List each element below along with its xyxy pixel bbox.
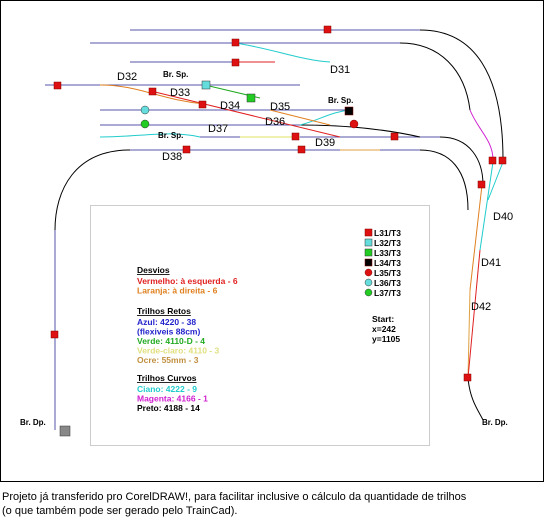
start-text: x=242: [372, 324, 396, 334]
branch-label: Br. Dp.: [482, 418, 508, 427]
section-title: Trilhos Curvos: [137, 373, 197, 383]
section-item: Verde-claro: 4110 - 3: [137, 346, 219, 356]
turnout-label: D33: [170, 87, 190, 99]
legend-marker-label: L34/T3: [374, 258, 401, 268]
caption: Projeto já transferido pro CorelDRAW!, p…: [2, 491, 467, 503]
section-item: Preto: 4188 - 14: [137, 403, 200, 413]
section-item: (flexiveis 88cm): [137, 327, 200, 337]
branch-label: Br. Sp.: [163, 70, 188, 79]
section-title: Trilhos Retos: [137, 306, 191, 316]
turnout-label: D36: [265, 116, 285, 128]
section-item: Verde: 4110-D - 4: [137, 336, 205, 346]
branch-label: Br. Sp.: [158, 131, 183, 140]
branch-label: Br. Sp.: [328, 96, 353, 105]
section-title: Desvios: [137, 265, 170, 275]
turnout-label: D31: [330, 64, 350, 76]
markers: [50, 25, 507, 437]
section-item: Vermelho: à esquerda - 6: [137, 276, 238, 286]
legend-marker-label: L36/T3: [374, 278, 401, 288]
texts: D31 D32 D33 D34 D35 D36 D37 D38 D39 D40 D41 D42 Br. …: [2, 64, 513, 517]
turnout-label: D42: [471, 301, 491, 313]
section-item: Laranja: à direita - 6: [137, 286, 218, 296]
turnout-label: D38: [162, 151, 182, 163]
legend-marker-label: L33/T3: [374, 248, 401, 258]
legend-marker-label: L32/T3: [374, 238, 401, 248]
legend-marker-label: L37/T3: [374, 288, 401, 298]
section-item: Ciano: 4222 - 9: [137, 384, 197, 394]
turnout-label: D40: [493, 211, 513, 223]
legend-box: [90, 205, 430, 446]
caption: (o que também pode ser gerado pelo Train…: [2, 505, 237, 517]
turnout-label: D37: [208, 123, 228, 135]
start-text: Start:: [372, 314, 394, 324]
branch-label: Br. Dp.: [20, 418, 46, 427]
section-item: Magenta: 4166 - 1: [137, 394, 208, 404]
turnout-label: D39: [315, 137, 335, 149]
turnout-label: D41: [481, 257, 501, 269]
turnout-label: D35: [270, 101, 290, 113]
legend-marker-label: L31/T3: [374, 228, 401, 238]
turnout-label: D34: [220, 100, 240, 112]
frame: [0, 0, 544, 482]
turnout-label: D32: [117, 71, 137, 83]
section-item: Ocre: 55mm - 3: [137, 355, 199, 365]
legend-marker-label: L35/T3: [374, 268, 401, 278]
start-text: y=1105: [372, 334, 400, 344]
section-item: Azul: 4220 - 38: [137, 317, 196, 327]
